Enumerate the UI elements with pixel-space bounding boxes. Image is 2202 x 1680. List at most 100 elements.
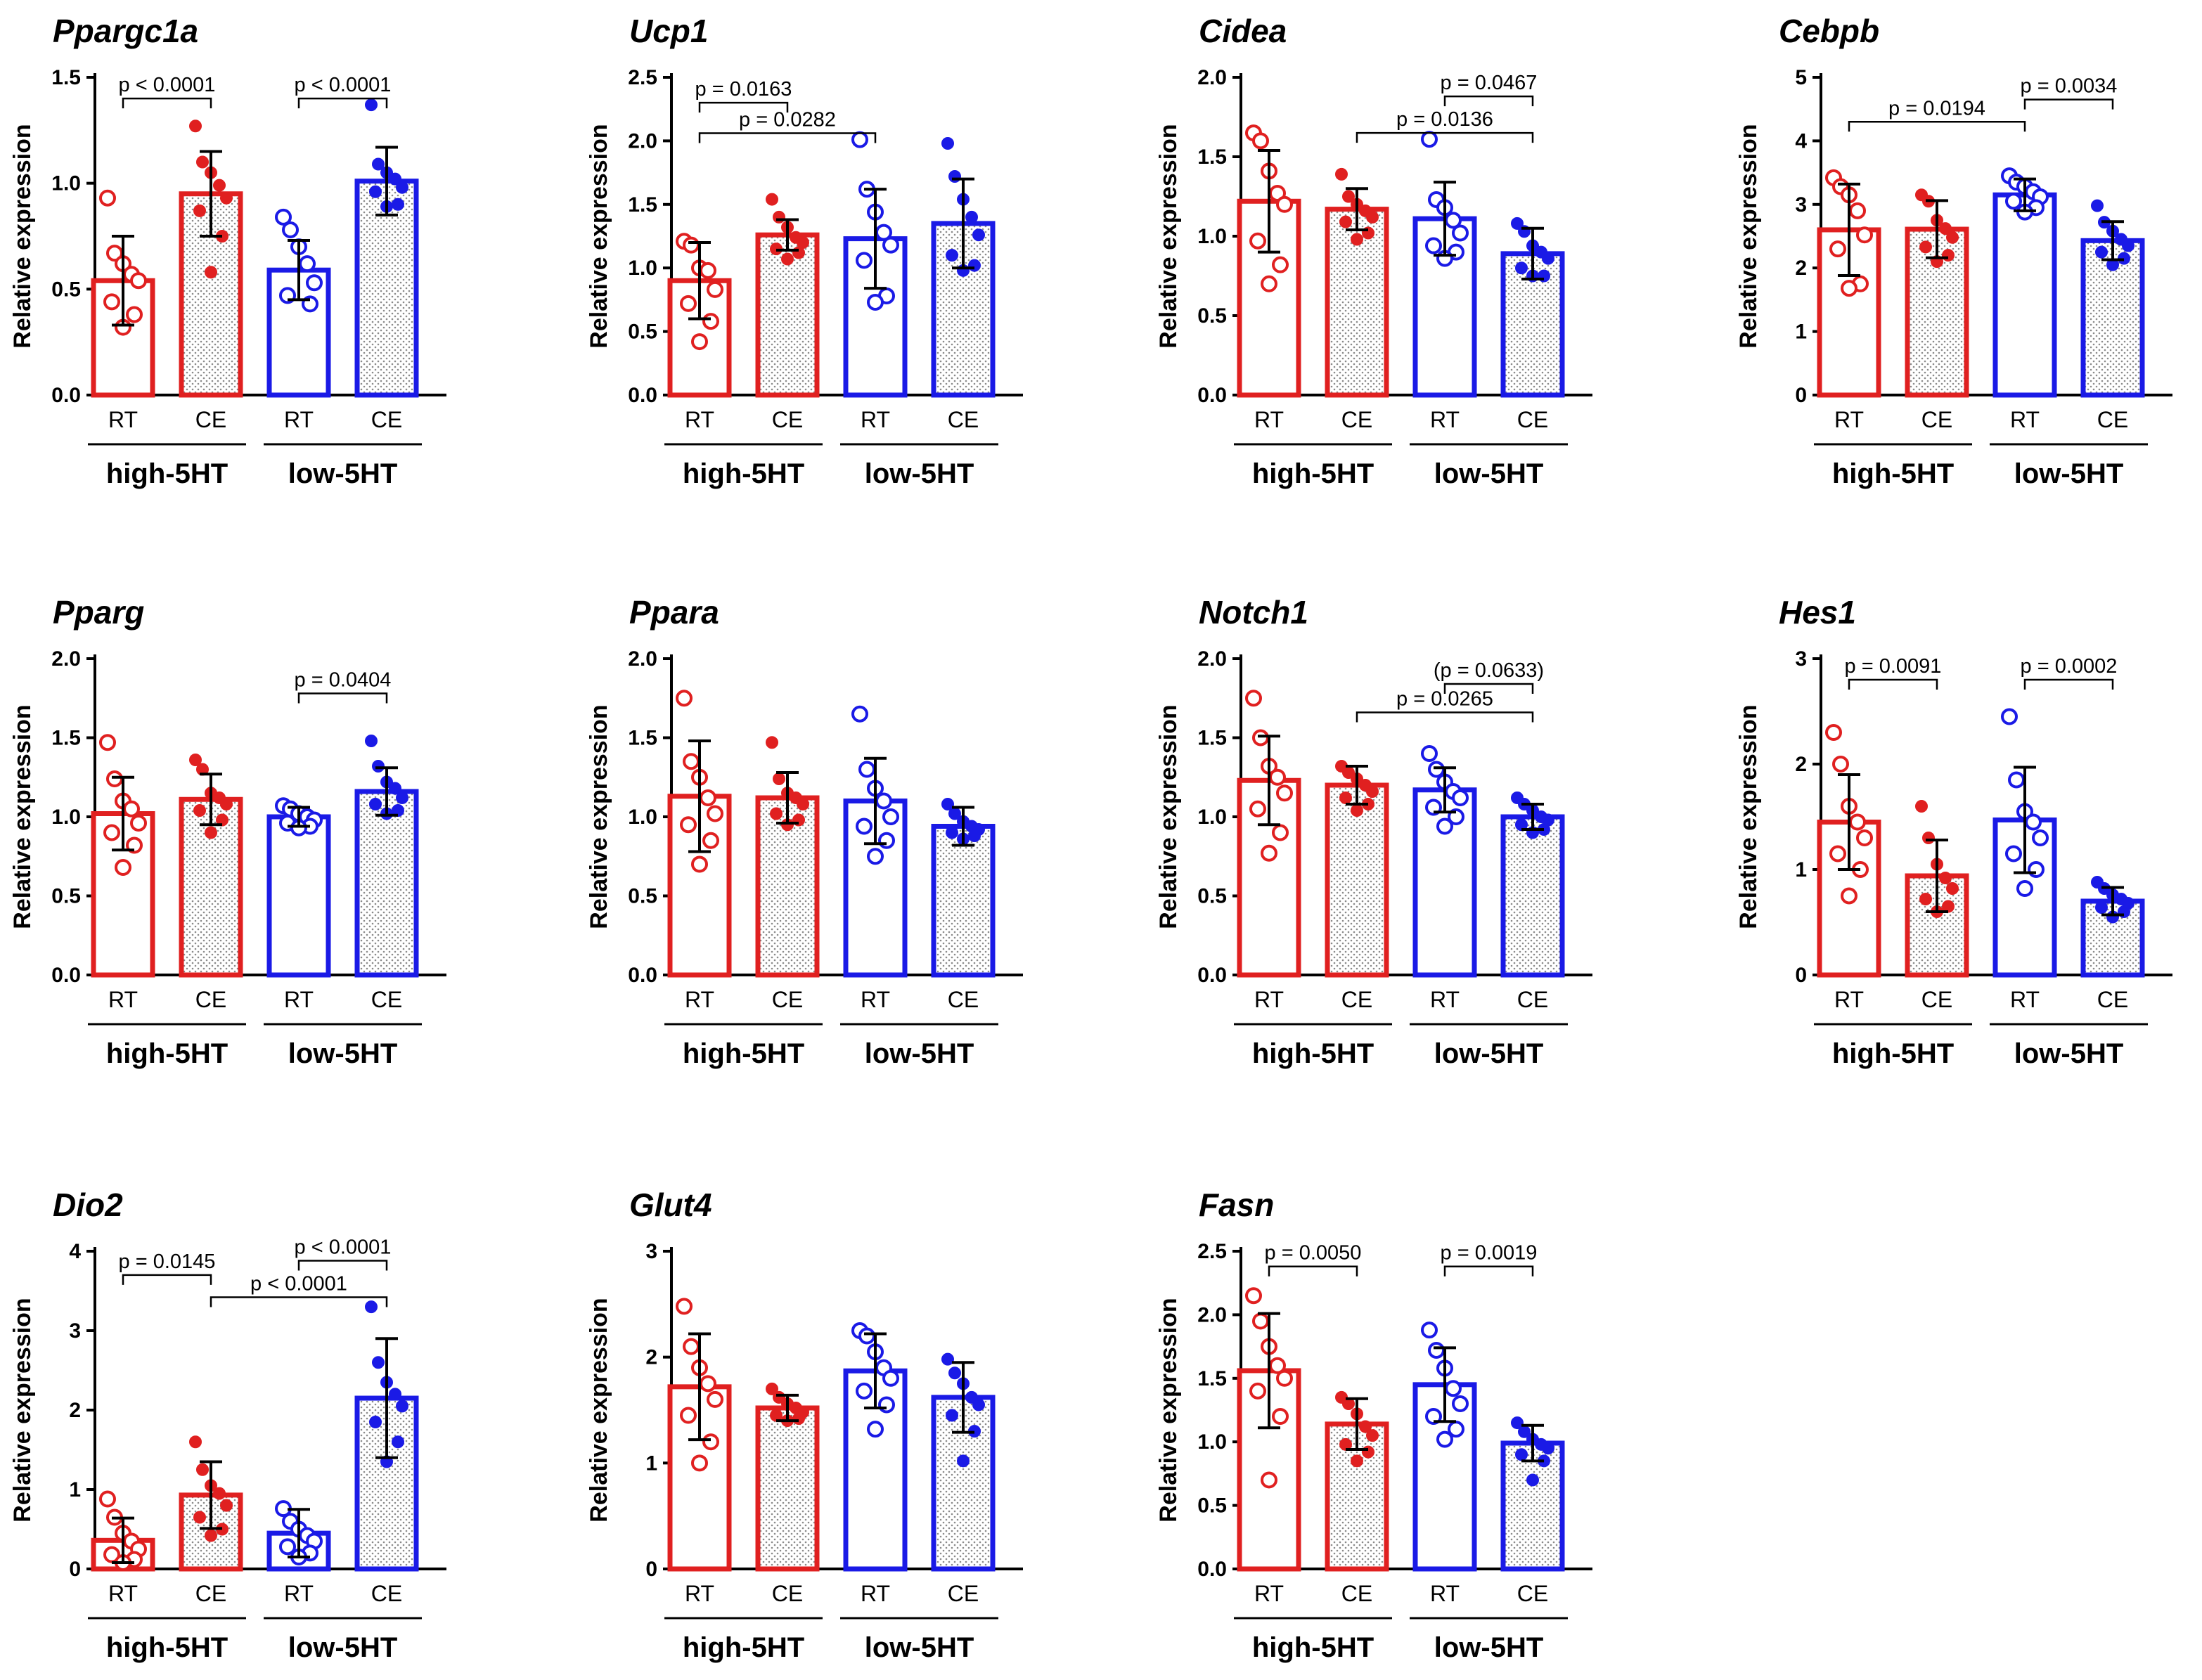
y-tick-label: 2 [645, 1346, 657, 1369]
data-point [1425, 237, 1442, 254]
data-point [372, 760, 385, 773]
y-axis-label: Relative expression [9, 124, 36, 348]
data-point [781, 252, 794, 266]
y-axis-label: Relative expression [1155, 124, 1182, 348]
y-tick-label: 0.0 [51, 964, 81, 987]
significance-bracket [2023, 98, 2114, 110]
data-point [1939, 872, 1952, 884]
data-point [1849, 202, 1866, 219]
data-point [702, 1433, 719, 1451]
data-point [193, 204, 206, 217]
y-tick-label: 4 [1795, 129, 1807, 153]
data-point [2028, 861, 2045, 878]
x-category-label: CE [1341, 1581, 1372, 1606]
p-value-label: p < 0.0001 [250, 1273, 347, 1295]
data-point [1919, 240, 1932, 254]
data-point [205, 1529, 217, 1542]
data-point [851, 131, 868, 148]
significance-bracket [1848, 678, 1938, 690]
data-point [1351, 804, 1363, 817]
data-point [797, 798, 809, 810]
data-point [875, 792, 892, 810]
data-point [282, 221, 299, 238]
data-point [2001, 708, 2018, 725]
data-point [946, 826, 958, 839]
p-value-label: p = 0.0002 [2021, 655, 2118, 678]
bar [931, 824, 996, 978]
bar [1500, 814, 1565, 978]
x-category-label: CE [948, 407, 979, 432]
x-category-label: CE [371, 1581, 402, 1606]
data-point [115, 859, 131, 876]
p-value-label: p = 0.0019 [1441, 1242, 1538, 1265]
y-tick-label: 2 [1795, 753, 1807, 776]
chart-panel-cidea: Cidea Relative expression 0.0 0.5 1.0 1.5 2.0 R… [1155, 13, 1592, 489]
y-axis-label: Relative expression [1155, 1298, 1182, 1522]
data-point [189, 1435, 202, 1449]
data-point [941, 798, 954, 810]
x-category-label: CE [948, 987, 979, 1012]
x-category-label: CE [772, 407, 803, 432]
data-point [1922, 832, 1935, 844]
y-tick-label: 2.0 [628, 647, 657, 671]
data-point [707, 280, 723, 298]
data-point [1252, 729, 1269, 747]
x-category-label: RT [685, 1581, 714, 1606]
data-point [1245, 1287, 1262, 1305]
chart-panel-hes1: Hes1 Relative expression 0 1 2 3 RT CE RT CE high-… [1735, 594, 2172, 1069]
y-tick-label: 0.5 [628, 885, 657, 908]
data-point [700, 789, 716, 806]
y-tick-label: 1.5 [1197, 146, 1227, 169]
p-value-label: (p = 0.0633) [1434, 659, 1544, 682]
data-point [882, 808, 899, 825]
p-value-label: p = 0.0467 [1441, 72, 1538, 94]
x-category-label: RT [861, 407, 890, 432]
x-category-label: RT [284, 407, 314, 432]
data-point [193, 804, 206, 817]
data-point [1276, 784, 1293, 802]
data-point [365, 1300, 378, 1314]
data-point [972, 1398, 985, 1411]
significance-bracket [1443, 1265, 1534, 1277]
data-point [1339, 791, 1352, 804]
data-point [1919, 893, 1932, 905]
data-point [766, 736, 778, 749]
data-point [1946, 231, 1959, 244]
y-tick-label: 1.5 [51, 727, 81, 750]
group-label: low-5HT [288, 1038, 398, 1069]
data-point [1351, 233, 1363, 246]
x-category-label: RT [861, 1581, 890, 1606]
bar [266, 814, 331, 978]
data-point [2025, 813, 2042, 831]
data-point [220, 1499, 233, 1512]
data-point [1249, 1382, 1266, 1400]
data-point [130, 272, 147, 290]
data-point [1351, 1454, 1363, 1468]
group-label: high-5HT [683, 1632, 804, 1663]
data-point [680, 1407, 697, 1424]
group-label: high-5HT [1832, 1038, 1954, 1069]
data-point [882, 1369, 899, 1387]
data-point [1261, 844, 1277, 862]
data-point [389, 172, 401, 186]
data-point [279, 1538, 296, 1556]
data-point [1915, 800, 1928, 813]
data-point [2095, 901, 2108, 914]
p-value-label: p = 0.0050 [1265, 1242, 1362, 1265]
y-tick-label: 3 [1795, 647, 1807, 671]
data-point [1252, 132, 1269, 150]
y-tick-label: 1 [1795, 858, 1807, 881]
panel-title: Ucp1 [629, 13, 708, 49]
data-point [392, 198, 404, 211]
data-point [1249, 800, 1266, 818]
y-tick-label: 1 [1795, 321, 1807, 344]
data-point [946, 1409, 958, 1422]
p-value-label: p = 0.0034 [2021, 75, 2118, 98]
panel-title: Ppara [629, 594, 719, 631]
data-point [396, 791, 408, 804]
data-point [1946, 882, 1959, 895]
y-tick-label: 1.0 [1197, 225, 1227, 248]
data-point [878, 1396, 895, 1414]
data-point [389, 782, 401, 795]
y-axis-label: Relative expression [1155, 704, 1182, 929]
